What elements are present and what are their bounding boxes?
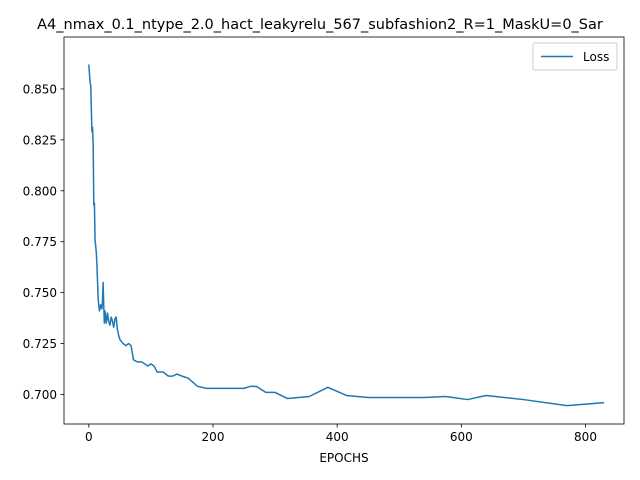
y-tick-label: 0.800 bbox=[23, 184, 57, 198]
y-tick-label: 0.750 bbox=[23, 286, 57, 300]
y-tick-label: 0.725 bbox=[23, 337, 57, 351]
y-tick-label: 0.700 bbox=[23, 388, 57, 402]
legend: Loss bbox=[532, 42, 618, 71]
x-tick-label: 800 bbox=[574, 430, 597, 444]
x-tick-label: 600 bbox=[450, 430, 473, 444]
axes: 0 200 400 600 800 0.700 0.725 0.750 0.775 0.800 0.… bbox=[23, 36, 625, 444]
x-axis-title: EPOCHS bbox=[319, 451, 368, 465]
x-tick-label: 200 bbox=[202, 430, 225, 444]
y-tick-label: 0.850 bbox=[23, 82, 57, 96]
y-tick-label: 0.775 bbox=[23, 235, 57, 249]
y-tick-label: 0.825 bbox=[23, 133, 57, 147]
legend-label-loss: Loss bbox=[583, 50, 609, 64]
series-line-loss bbox=[88, 64, 605, 407]
plot-area bbox=[88, 64, 605, 407]
legend-frame bbox=[532, 42, 618, 71]
x-tick-label: 400 bbox=[326, 430, 349, 444]
x-tick-label: 0 bbox=[85, 430, 93, 444]
axes-frame bbox=[63, 36, 625, 425]
chart-title: A4_nmax_0.1_ntype_2.0_hact_leakyrelu_567… bbox=[37, 17, 603, 33]
